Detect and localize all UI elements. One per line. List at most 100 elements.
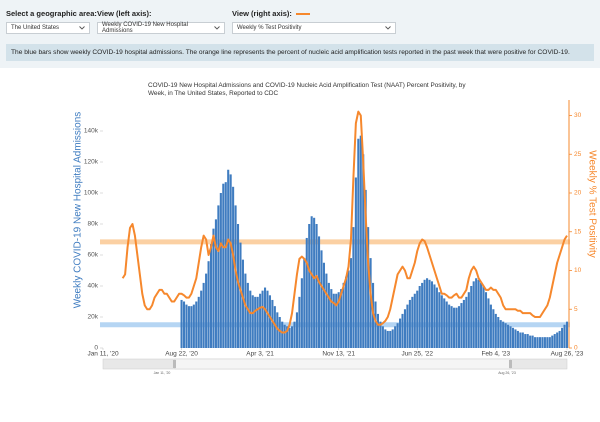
- bar: [521, 332, 524, 348]
- bar: [259, 293, 262, 348]
- y-tick-label: 140k: [84, 128, 99, 135]
- bar: [325, 273, 328, 348]
- bar: [345, 276, 348, 348]
- bar: [499, 320, 502, 348]
- bar: [190, 306, 193, 348]
- bar: [347, 270, 350, 348]
- bar: [467, 292, 470, 348]
- bar: [254, 296, 257, 348]
- bar: [182, 301, 186, 348]
- bar: [445, 301, 448, 348]
- bar: [492, 309, 495, 348]
- y-tick-label: 80k: [88, 221, 99, 228]
- bar: [391, 329, 394, 348]
- bar: [541, 337, 544, 348]
- dropdown[interactable]: Weekly % Test Positivity: [232, 22, 396, 34]
- legend-swatch: [295, 12, 310, 15]
- bar: [232, 186, 235, 348]
- bar: [288, 327, 291, 348]
- bar: [413, 293, 416, 348]
- bar: [244, 273, 247, 348]
- bar: [502, 321, 505, 348]
- bar: [236, 224, 240, 348]
- bar: [558, 330, 561, 348]
- bar: [362, 154, 365, 348]
- bar: [342, 282, 345, 348]
- bar: [396, 323, 399, 348]
- control: View (left axis): Weekly COVID-19 New Ho…: [97, 8, 225, 34]
- dropdown[interactable]: Weekly COVID-19 New Hospital Admissions: [97, 22, 225, 34]
- bar: [406, 304, 409, 348]
- y2-tick-label: 15: [574, 228, 582, 235]
- bar: [448, 304, 451, 348]
- bar: [519, 332, 522, 348]
- x-tick-label: Feb 4, '23: [481, 351, 510, 358]
- dropdown[interactable]: The United States: [6, 22, 90, 34]
- y2-tick-label: 10: [574, 267, 582, 274]
- bar: [538, 337, 542, 348]
- bar: [460, 303, 463, 348]
- bar: [548, 337, 551, 348]
- chevron: [385, 26, 391, 30]
- bar: [563, 324, 566, 348]
- bar: [305, 237, 308, 348]
- y2-tick-label: 25: [574, 151, 582, 158]
- bar: [308, 224, 311, 348]
- line: [121, 110, 568, 334]
- bar: [205, 273, 208, 348]
- bar: [214, 219, 217, 348]
- bar: [472, 281, 475, 348]
- y-tick-label: 20k: [88, 314, 99, 321]
- bar: [381, 326, 384, 348]
- control-label-text: View (right axis):: [232, 9, 292, 18]
- bar: [489, 304, 492, 348]
- bar: [313, 217, 316, 348]
- chevron: [214, 26, 220, 30]
- bar: [330, 289, 333, 348]
- bar: [421, 282, 424, 348]
- bar: [369, 258, 372, 348]
- dropdown-value: Weekly COVID-19 New Hospital Admissions: [102, 22, 188, 34]
- bar: [207, 261, 210, 348]
- bar: [438, 292, 441, 348]
- bar: [261, 290, 264, 348]
- bar: [526, 334, 529, 348]
- control: View (right axis): Weekly % Test Positiv…: [232, 8, 396, 34]
- bar: [462, 299, 465, 348]
- bar: [239, 242, 242, 348]
- bar: [516, 330, 519, 348]
- bar: [453, 307, 456, 348]
- bar: [337, 292, 340, 348]
- bar: [322, 262, 325, 348]
- y-tick-label: 60k: [88, 252, 99, 259]
- bar: [290, 326, 294, 348]
- y2-tick-label: 30: [574, 112, 582, 119]
- bar: [470, 286, 473, 348]
- bar: [209, 244, 213, 348]
- bar: [475, 278, 478, 348]
- bar: [543, 337, 546, 348]
- bar: [197, 296, 200, 348]
- bar: [266, 290, 269, 348]
- bar: [531, 335, 534, 348]
- bar: [428, 279, 431, 348]
- x-tick-label: Jan 11, '20: [87, 351, 119, 358]
- range-handle: [173, 360, 176, 368]
- bar: [435, 287, 438, 348]
- range-slider-window: [174, 358, 511, 370]
- bar: [256, 296, 259, 348]
- bar: [315, 224, 318, 348]
- bar: [376, 313, 380, 348]
- bar: [320, 250, 323, 348]
- bar: [416, 290, 419, 348]
- bar: [273, 306, 276, 348]
- control-label: View (right axis):: [232, 8, 396, 19]
- bar: [349, 258, 353, 348]
- bar: [553, 334, 556, 348]
- bar: [484, 292, 488, 348]
- bar: [332, 293, 335, 348]
- bar: [433, 284, 436, 348]
- bar: [367, 227, 370, 348]
